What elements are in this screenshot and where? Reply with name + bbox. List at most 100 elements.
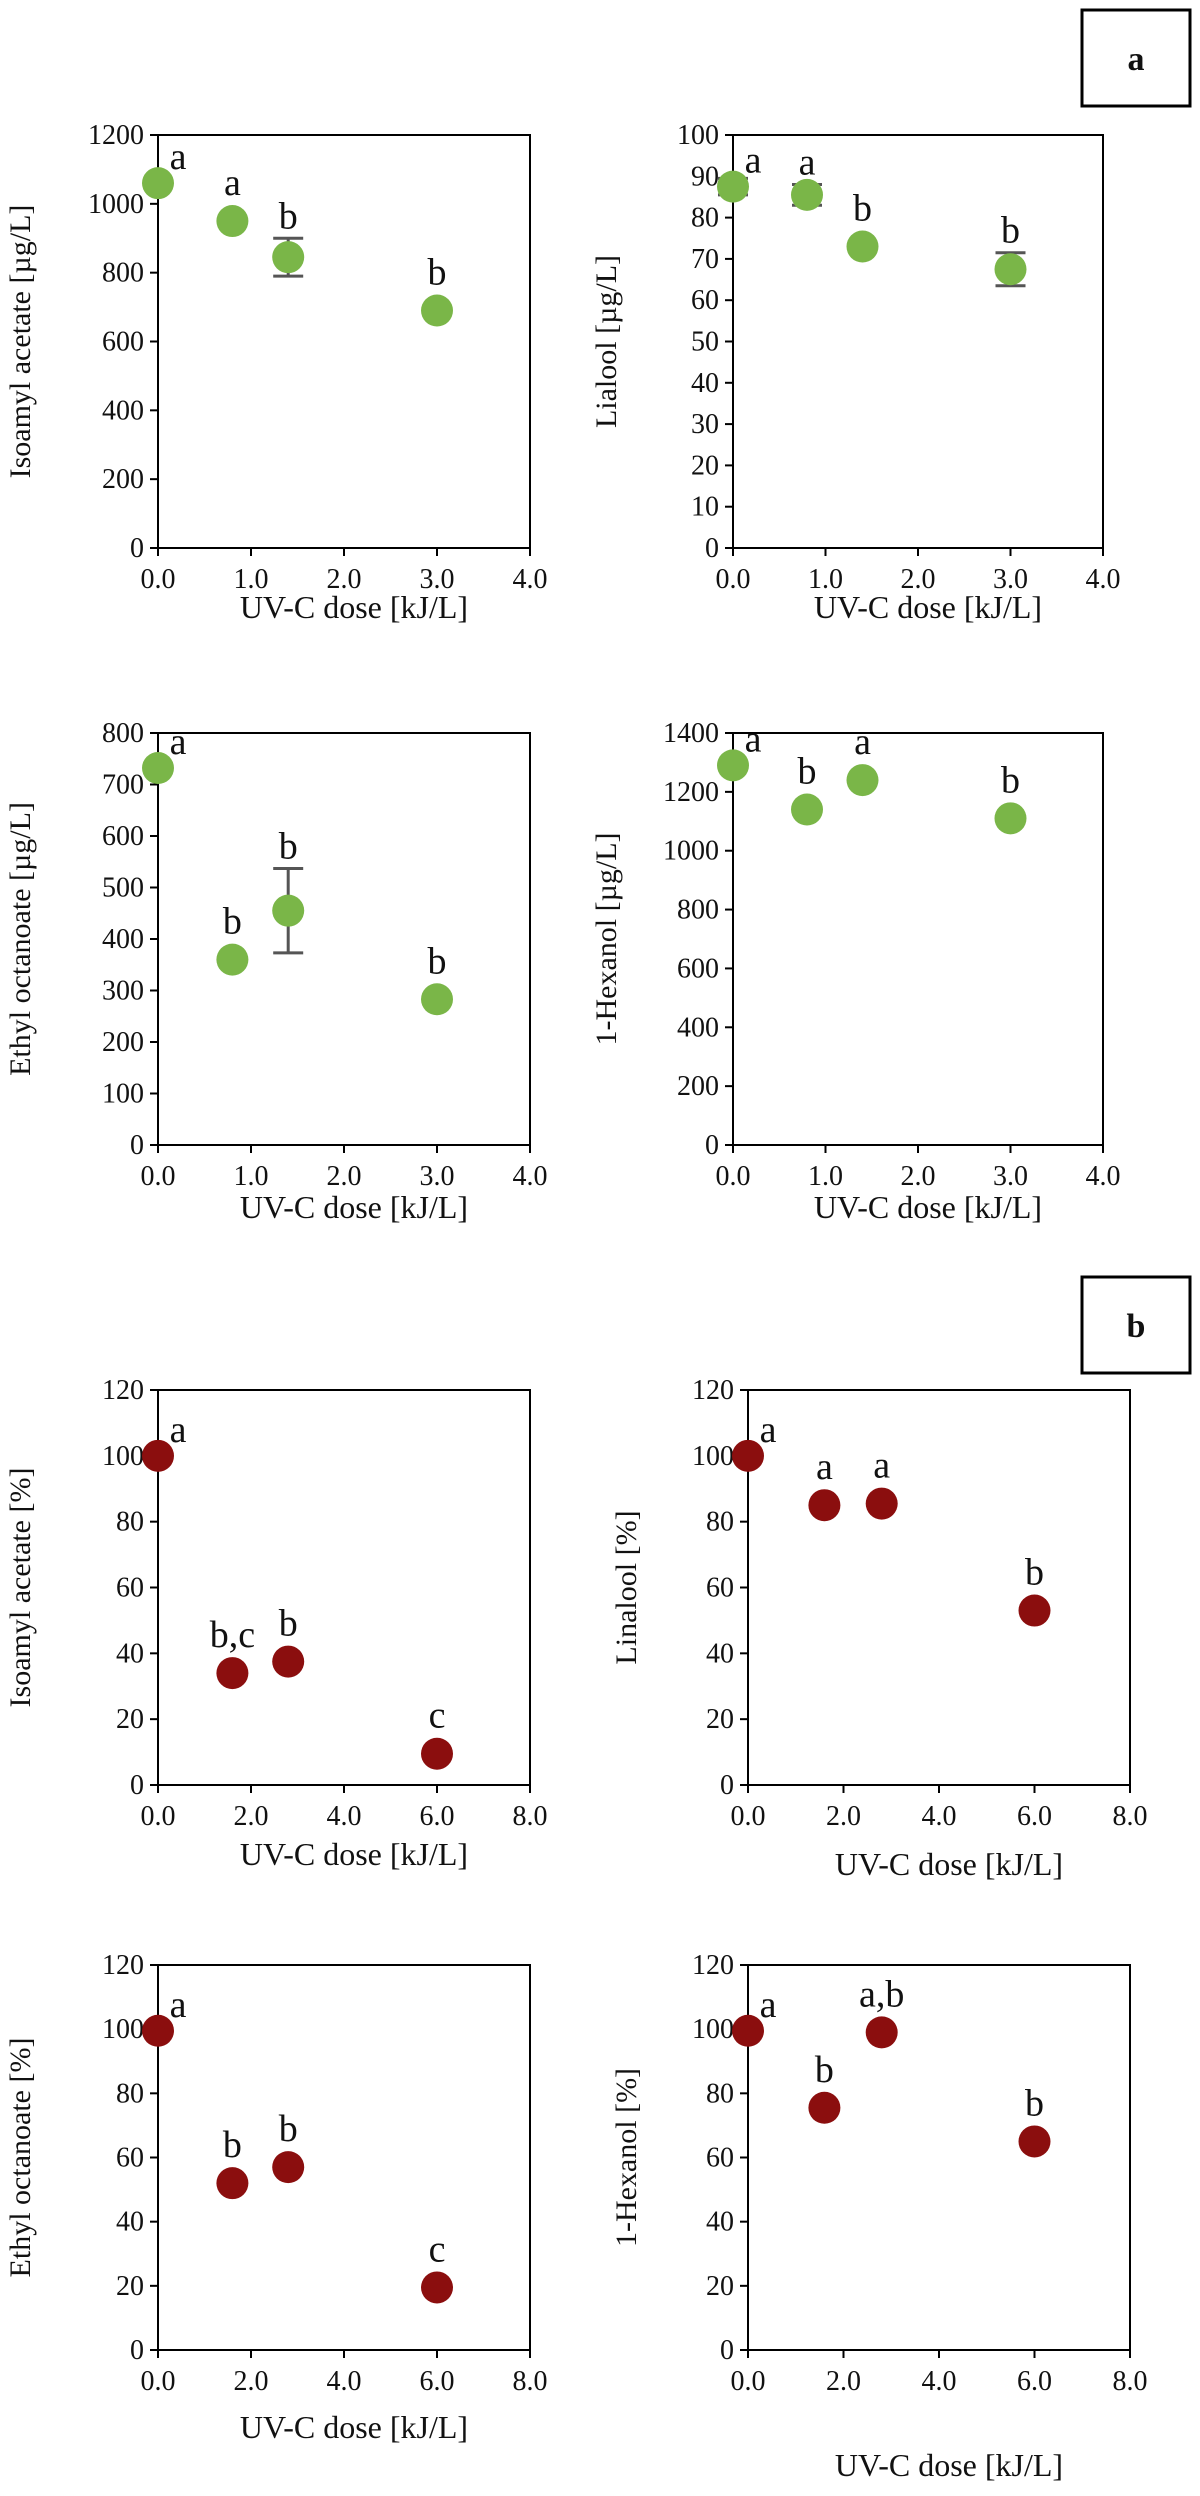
y-axis-label: Linalool [%]	[610, 1510, 643, 1664]
plot-area-frame	[157, 1964, 531, 2351]
y-tick-label: 80	[706, 1507, 734, 1538]
significance-letter: a	[873, 1445, 890, 1487]
y-tick-label: 70	[691, 244, 719, 275]
y-tick-label: 1000	[663, 836, 719, 867]
y-tick-label: 0	[130, 1770, 144, 1801]
y-tick-label: 1000	[88, 189, 144, 220]
data-point	[142, 1439, 174, 1472]
y-tick-label: 0	[720, 1770, 734, 1801]
x-tick-label: 2.0	[234, 2366, 269, 2397]
significance-letter: a,b	[859, 1973, 904, 2015]
x-tick-label: 3.0	[420, 564, 455, 595]
y-tick-label: 40	[706, 1638, 734, 1669]
x-tick-label: 6.0	[420, 1801, 455, 1832]
y-tick-label: 1400	[663, 718, 719, 749]
y-tick-label: 800	[102, 258, 144, 289]
significance-letter: a	[745, 718, 762, 760]
significance-letter: b,c	[210, 1614, 255, 1656]
y-tick-label: 60	[691, 285, 719, 316]
y-axis-label: 1-Hexanol [%]	[610, 2068, 643, 2247]
x-tick-label: 0.0	[141, 564, 176, 595]
y-tick-label: 400	[102, 395, 144, 426]
x-tick-label: 6.0	[1017, 2366, 1052, 2397]
y-tick-label: 80	[706, 2078, 734, 2109]
data-point	[216, 1657, 249, 1690]
y-tick-label: 0	[130, 2335, 144, 2366]
y-tick-label: 100	[677, 120, 719, 151]
y-tick-label: 0	[130, 533, 144, 564]
plot-area-frame	[747, 1964, 1131, 2351]
x-tick-label: 0.0	[141, 1161, 176, 1192]
data-point	[994, 253, 1027, 286]
y-axis-label: Isoamyl acetate [%]	[4, 1468, 37, 1708]
x-tick-label: 0.0	[716, 564, 751, 595]
x-tick-label: 0.0	[716, 1161, 751, 1192]
y-tick-label: 300	[102, 976, 144, 1007]
significance-letter: a	[170, 136, 187, 178]
data-point	[1018, 2125, 1051, 2158]
significance-letter: b	[223, 901, 242, 943]
y-tick-label: 40	[706, 2207, 734, 2238]
significance-letter: a	[816, 1446, 833, 1488]
data-point	[272, 2151, 305, 2184]
y-axis-label: Ethyl octanoate [µg/L]	[4, 802, 37, 1076]
x-tick-label: 2.0	[826, 2366, 861, 2397]
y-tick-label: 60	[706, 2143, 734, 2174]
y-axis-label: Lialool [µg/L]	[590, 255, 623, 428]
significance-letter: a	[224, 162, 241, 204]
chart-7: 0 20 40 60 80 100 120 0.0 2.0 4.0 6.0 8.0 UV-C dose …	[4, 1950, 548, 2445]
data-point	[732, 2014, 764, 2047]
significance-letter: b	[1001, 759, 1020, 801]
x-tick-label: 1.0	[808, 564, 843, 595]
chart-5: 0 20 40 60 80 100 120 0.0 2.0 4.0 6.0 8.0 UV-C dose …	[4, 1375, 548, 1872]
y-tick-label: 100	[692, 1441, 734, 1472]
y-tick-label: 200	[102, 464, 144, 495]
significance-letter: a	[745, 140, 762, 182]
panel-tag-a: a	[1080, 8, 1192, 108]
y-tick-label: 60	[116, 2143, 144, 2174]
plot-area-frame	[157, 732, 531, 1146]
y-tick-label: 120	[692, 1375, 734, 1406]
y-tick-label: 80	[116, 2078, 144, 2109]
data-point	[272, 1645, 305, 1678]
x-axis-label: UV-C dose [kJ/L]	[835, 1846, 1063, 1882]
y-axis-label: Isoamyl acetate [µg/L]	[4, 205, 37, 479]
y-tick-label: 500	[102, 873, 144, 904]
y-tick-label: 40	[691, 368, 719, 399]
x-tick-label: 2.0	[901, 1161, 936, 1192]
y-tick-label: 0	[705, 1130, 719, 1161]
significance-letter: c	[429, 2228, 446, 2270]
y-tick-label: 40	[116, 1638, 144, 1669]
significance-letter: b	[798, 751, 817, 793]
x-axis-label: UV-C dose [kJ/L]	[240, 2409, 468, 2445]
y-tick-label: 200	[102, 1027, 144, 1058]
x-tick-label: 0.0	[141, 2366, 176, 2397]
y-tick-label: 400	[102, 924, 144, 955]
y-tick-label: 80	[691, 203, 719, 234]
y-tick-label: 120	[692, 1950, 734, 1981]
y-tick-label: 100	[102, 2014, 144, 2045]
data-point	[791, 793, 823, 826]
significance-letter: a	[170, 721, 187, 763]
significance-letter: b	[223, 2124, 242, 2166]
y-tick-label: 100	[102, 1079, 144, 1110]
x-axis-label: UV-C dose [kJ/L]	[240, 1189, 468, 1225]
y-tick-label: 0	[130, 1130, 144, 1161]
chart-6: 0 20 40 60 80 100 120 0.0 2.0 4.0 6.0 8.0 UV-C dose …	[610, 1375, 1148, 1882]
x-tick-label: 3.0	[993, 1161, 1028, 1192]
chart-1: 0 200 400 600 800 1000 1200 0.0 1.0 2.0 3.0 4.0 UV-C…	[4, 120, 548, 625]
y-tick-label: 40	[116, 2207, 144, 2238]
x-axis-label: UV-C dose [kJ/L]	[835, 2447, 1063, 2483]
data-point	[1018, 1594, 1051, 1627]
plot-area-frame	[157, 1389, 531, 1786]
panel-tag-a-label: a	[1128, 41, 1145, 78]
y-tick-label: 80	[116, 1507, 144, 1538]
x-tick-label: 2.0	[826, 1801, 861, 1832]
significance-letter: b	[279, 1603, 298, 1645]
data-point	[846, 764, 879, 797]
significance-letter: b	[1025, 1552, 1044, 1594]
data-point	[865, 1487, 898, 1520]
data-point	[216, 205, 249, 238]
y-tick-label: 90	[691, 161, 719, 192]
x-tick-label: 3.0	[420, 1161, 455, 1192]
